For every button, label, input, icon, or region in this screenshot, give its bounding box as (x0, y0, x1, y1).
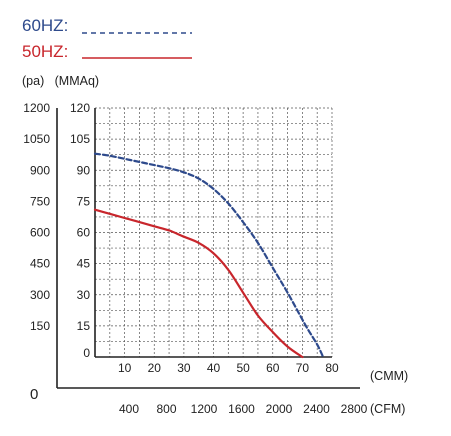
y-units-label: (pa) (MMAq) (22, 74, 99, 88)
y-tick-pa: 750 (30, 194, 50, 208)
legend-50hz-label: 50HZ: (22, 42, 68, 61)
y-tick-pa: 300 (30, 288, 50, 302)
x-tick-cfm: 2800 (341, 402, 368, 416)
y-tick-pa: 1200 (23, 101, 50, 115)
x-tick-cfm: 1600 (228, 402, 255, 416)
x-unit-cmm-label: (CMM) (370, 369, 408, 383)
y-tick-pa: 150 (30, 319, 50, 333)
legend: 60HZ: 50HZ: (22, 16, 192, 61)
y-tick-mmaq: 120 (70, 101, 90, 115)
y-tick-mmaq: 30 (77, 288, 91, 302)
x-tick-cmm: 40 (207, 361, 221, 375)
legend-60hz-label: 60HZ: (22, 16, 68, 35)
x-tick-cfm: 1200 (191, 402, 218, 416)
y-tick-pa: 450 (30, 257, 50, 271)
y-tick-mmaq: 45 (77, 257, 91, 271)
x-tick-cmm: 80 (325, 361, 339, 375)
x-tick-cfm: 400 (119, 402, 139, 416)
y-tick-mmaq: 0 (83, 346, 90, 360)
axes (56, 108, 360, 389)
x-tick-cfm: 800 (156, 402, 176, 416)
y-tick-mmaq: 105 (70, 132, 90, 146)
series-line-60hz (93, 152, 325, 359)
tick-labels: 1200105090075060045030015012010590756045… (23, 101, 367, 416)
x-tick-cmm: 30 (177, 361, 191, 375)
x-tick-cmm: 20 (148, 361, 162, 375)
y-tick-mmaq: 60 (77, 226, 91, 240)
y-tick-mmaq: 90 (77, 163, 91, 177)
series-line-50hz (93, 208, 304, 359)
x-tick-cfm: 2000 (266, 402, 293, 416)
x-tick-cmm: 60 (266, 361, 280, 375)
x-tick-cmm: 10 (118, 361, 132, 375)
x-tick-cfm: 2400 (303, 402, 330, 416)
y-zero-pa-label: 0 (30, 386, 38, 403)
y-tick-mmaq: 75 (77, 194, 91, 208)
y-tick-pa: 1050 (23, 132, 50, 146)
x-unit-cfm-label: (CFM) (370, 402, 405, 416)
x-tick-cmm: 70 (296, 361, 310, 375)
x-tick-cmm: 50 (236, 361, 250, 375)
y-tick-mmaq: 15 (77, 319, 91, 333)
y-tick-pa: 900 (30, 163, 50, 177)
grid (95, 107, 333, 357)
series (93, 152, 325, 359)
y-tick-pa: 600 (30, 226, 50, 240)
